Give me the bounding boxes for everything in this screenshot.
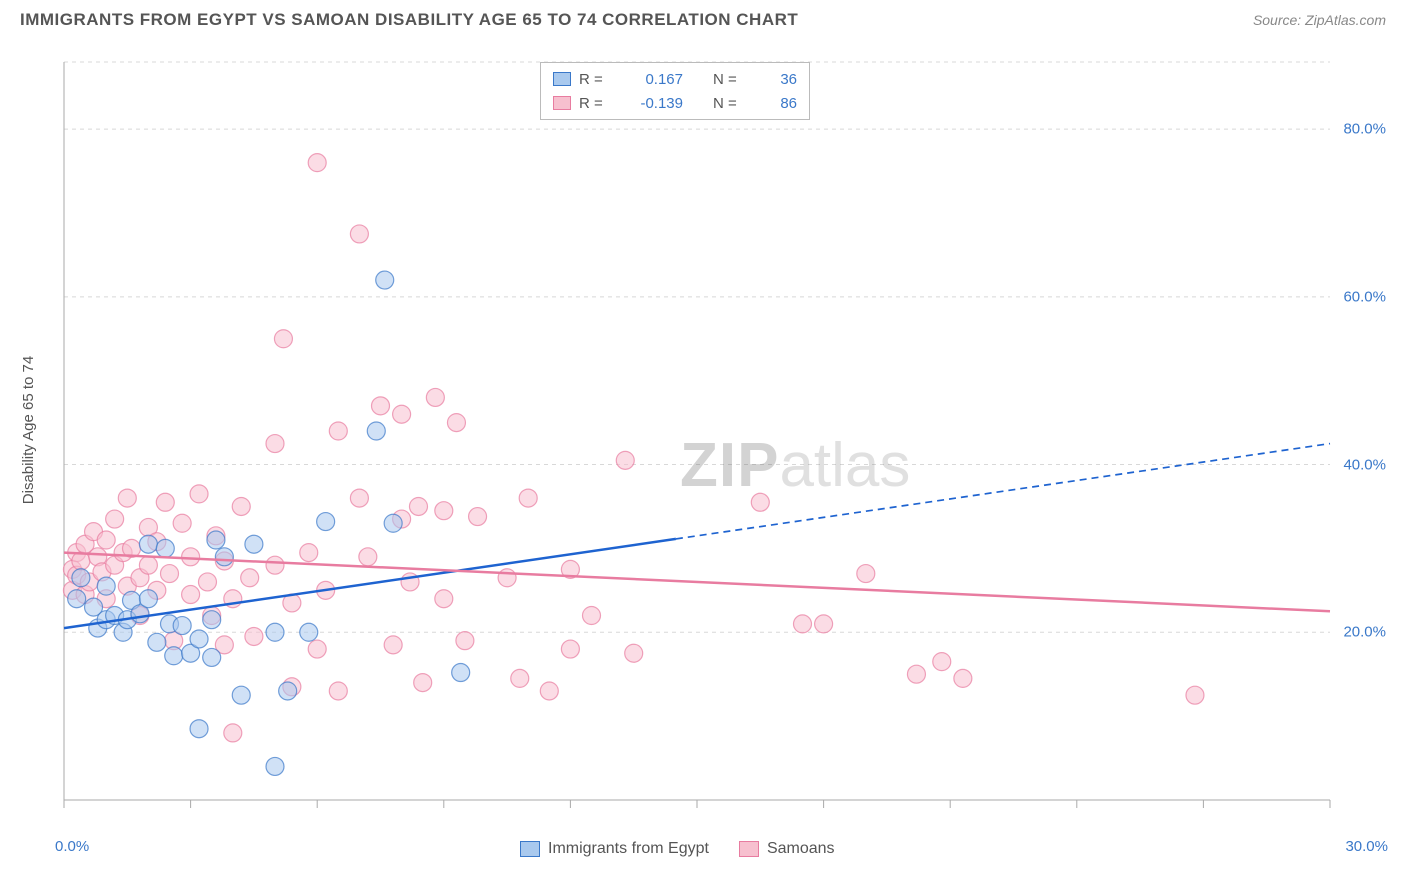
legend-swatch xyxy=(553,96,571,110)
x-axis-min-label: 0.0% xyxy=(55,838,89,855)
y-tick-label: 20.0% xyxy=(1343,624,1386,641)
stats-legend-row: R =0.167N =36 xyxy=(553,67,797,91)
y-tick-label: 40.0% xyxy=(1343,456,1386,473)
chart-plot-area xyxy=(60,58,1390,818)
chart-title: IMMIGRANTS FROM EGYPT VS SAMOAN DISABILI… xyxy=(20,10,798,30)
y-axis-label: Disability Age 65 to 74 xyxy=(20,356,37,504)
legend-swatch xyxy=(520,841,540,857)
series-legend: Immigrants from Egypt Samoans xyxy=(520,840,835,858)
y-tick-label: 80.0% xyxy=(1343,121,1386,138)
y-tick-label: 60.0% xyxy=(1343,288,1386,305)
legend-item: Samoans xyxy=(739,840,835,858)
legend-swatch xyxy=(739,841,759,857)
source-attribution: Source: ZipAtlas.com xyxy=(1253,12,1386,28)
legend-label: Samoans xyxy=(767,840,835,858)
stats-legend: R =0.167N =36R =-0.139N =86 xyxy=(540,62,810,120)
x-axis-max-label: 30.0% xyxy=(1345,838,1388,855)
stats-legend-row: R =-0.139N =86 xyxy=(553,91,797,115)
legend-item: Immigrants from Egypt xyxy=(520,840,709,858)
legend-label: Immigrants from Egypt xyxy=(548,840,709,858)
scatter-plot-svg xyxy=(60,58,1390,818)
legend-swatch xyxy=(553,72,571,86)
